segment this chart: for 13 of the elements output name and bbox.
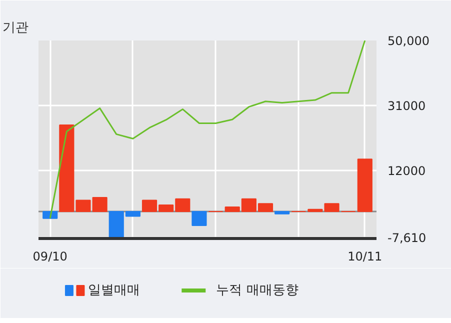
line-series xyxy=(49,40,366,220)
bar xyxy=(192,210,207,226)
bar xyxy=(274,210,290,214)
legend-label: 일별매매 xyxy=(88,283,140,298)
y-tick-label: 50,000 xyxy=(388,34,430,48)
y-tick-label: -7,610 xyxy=(388,231,426,246)
legend-label: 누적 매매동향 xyxy=(216,283,298,298)
bar xyxy=(357,158,372,212)
chart-title: 기관 xyxy=(2,20,28,36)
x-tick-label: 09/10 xyxy=(32,250,68,264)
y-tick-label: 12000 xyxy=(388,164,426,178)
y-tick-label: 31000 xyxy=(388,98,426,113)
x-tick-label: 10/11 xyxy=(348,250,382,264)
